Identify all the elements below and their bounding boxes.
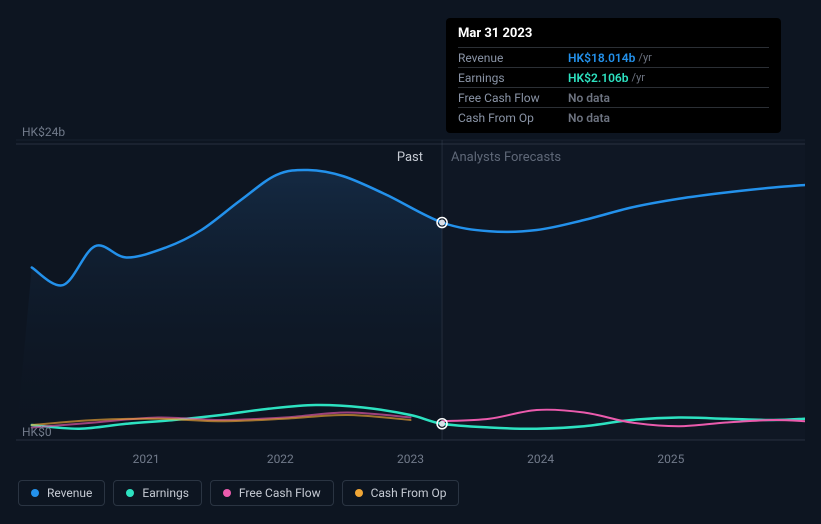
legend-cfo[interactable]: Cash From Op: [342, 480, 460, 506]
legend-earnings[interactable]: Earnings: [113, 480, 202, 506]
tooltip: Mar 31 2023 Revenue HK$18.014b /yr Earni…: [446, 18, 781, 133]
tooltip-row-cfo: Cash From Op No data: [458, 107, 769, 127]
x-tick-2021: 2021: [133, 452, 160, 466]
tooltip-row-earnings: Earnings HK$2.106b /yr: [458, 67, 769, 87]
swatch-icon: [31, 489, 39, 497]
tooltip-label: Revenue: [458, 51, 568, 65]
y-tick-max: HK$24b: [22, 125, 65, 139]
swatch-icon: [223, 489, 231, 497]
x-tick-2023: 2023: [397, 452, 424, 466]
tooltip-row-revenue: Revenue HK$18.014b /yr: [458, 47, 769, 67]
tooltip-label: Earnings: [458, 71, 568, 85]
x-tick-2022: 2022: [267, 452, 294, 466]
tooltip-label: Cash From Op: [458, 111, 568, 125]
tooltip-value: HK$2.106b: [568, 71, 629, 85]
tooltip-label: Free Cash Flow: [458, 91, 568, 105]
forecast-label: Analysts Forecasts: [451, 150, 561, 165]
tooltip-value: HK$18.014b: [568, 51, 635, 65]
y-tick-min: HK$0: [22, 425, 52, 439]
tooltip-unit: /yr: [638, 51, 651, 65]
x-tick-2024: 2024: [527, 452, 554, 466]
legend-label: Free Cash Flow: [239, 486, 321, 500]
legend-label: Earnings: [142, 486, 189, 500]
swatch-icon: [126, 489, 134, 497]
tooltip-value: No data: [568, 111, 610, 125]
tooltip-value: No data: [568, 91, 610, 105]
legend-label: Cash From Op: [371, 486, 447, 500]
legend-fcf[interactable]: Free Cash Flow: [210, 480, 334, 506]
legend-revenue[interactable]: Revenue: [18, 480, 105, 506]
tooltip-unit: /yr: [632, 71, 645, 85]
legend-label: Revenue: [47, 486, 92, 500]
tooltip-date: Mar 31 2023: [458, 26, 769, 47]
past-label: Past: [397, 150, 423, 165]
x-tick-2025: 2025: [657, 452, 684, 466]
swatch-icon: [355, 489, 363, 497]
legend: Revenue Earnings Free Cash Flow Cash Fro…: [18, 480, 459, 506]
tooltip-row-fcf: Free Cash Flow No data: [458, 87, 769, 107]
